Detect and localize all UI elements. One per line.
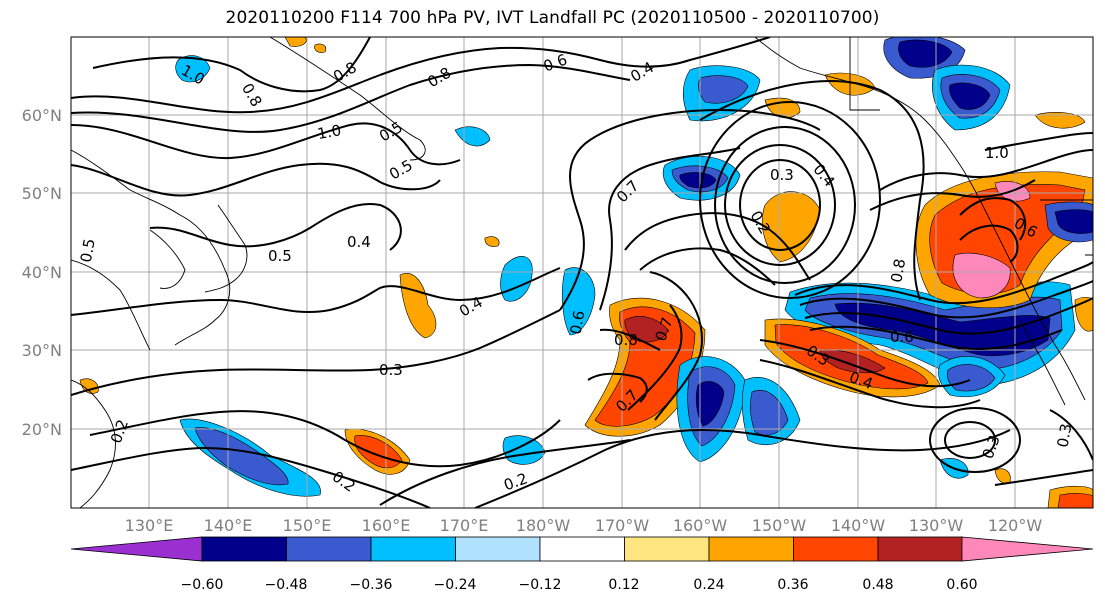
lon-label: 150°E xyxy=(283,516,332,535)
lon-label: 140°W xyxy=(831,516,886,535)
positive-low-center xyxy=(762,191,821,263)
colorbar-segment xyxy=(624,536,710,562)
contour-label: 1.0 xyxy=(316,121,343,143)
positive-ne-blob-pink xyxy=(952,252,1011,299)
lon-label: 180°W xyxy=(516,516,571,535)
positive-subtropical-wave-inner xyxy=(594,306,696,427)
negative-hawaii-core xyxy=(695,381,725,427)
colorbar-segment xyxy=(70,536,203,562)
contour-label: 0.3 xyxy=(1054,422,1076,449)
negative-gulf-core xyxy=(949,82,991,110)
coast-alaska-box xyxy=(849,37,1093,256)
coast-japan xyxy=(204,204,248,293)
lon-label: 130°W xyxy=(909,516,964,535)
colorbar-tick-label: −0.12 xyxy=(519,577,562,593)
colorbar-segment xyxy=(877,536,963,562)
colorbar-segment xyxy=(370,536,456,562)
lon-label: 150°W xyxy=(752,516,807,535)
colorbar-segment xyxy=(708,536,794,562)
colorbar-segment xyxy=(539,536,625,562)
contour-label: 0.6 xyxy=(890,328,914,346)
map-frame xyxy=(70,36,1094,509)
colorbar-labels: −0.60 −0.48 −0.36 −0.24 −0.12 0.12 0.24 … xyxy=(181,577,978,593)
contour-label: 0.4 xyxy=(347,233,371,251)
contour-label: 0.6 xyxy=(567,309,589,336)
negative-bering-inner xyxy=(698,75,749,104)
colorbar xyxy=(70,536,1094,562)
lon-label: 140°E xyxy=(204,516,253,535)
negative-alaska-core xyxy=(898,39,953,68)
colorbar-tick-label: −0.60 xyxy=(181,577,224,593)
negative-west-sub-inner xyxy=(194,427,289,486)
lon-label: 160°E xyxy=(362,516,411,535)
positive-nw-small xyxy=(484,236,500,247)
positive-se-corner-inner xyxy=(1057,493,1093,508)
colorbar-tick-label: 0.36 xyxy=(777,577,808,593)
map-plot-area: 1.0 0.8 0.6 0.8 0.4 1.0 0.5 0.5 0.8 0.4 … xyxy=(71,37,1093,508)
positive-se-alaska xyxy=(1034,112,1086,129)
lon-label: 170°E xyxy=(440,516,489,535)
positive-east-right xyxy=(1074,296,1093,332)
colorbar-tick-label: 0.48 xyxy=(862,577,893,593)
negative-central-north-core xyxy=(679,172,717,189)
colorbar-segment xyxy=(286,536,372,562)
colorbar-segment xyxy=(201,536,287,562)
pv-contours xyxy=(71,37,1093,508)
contour-label: 0.8 xyxy=(887,257,909,284)
positive-subtropical-east-core xyxy=(819,349,886,374)
colorbar-segment xyxy=(793,536,879,562)
lat-label: 50°N xyxy=(22,184,62,203)
coast-asia xyxy=(71,149,231,508)
coast-korea xyxy=(149,229,186,289)
colorbar-tick-label: −0.48 xyxy=(265,577,308,593)
colorbar-tick-label: 0.24 xyxy=(693,577,724,593)
colorbar-tick-label: 0.12 xyxy=(608,577,639,593)
negative-far-ne-core xyxy=(1054,209,1093,234)
negative-dateline-2 xyxy=(561,267,596,336)
colorbar-segment xyxy=(455,536,541,562)
lon-label: 160°W xyxy=(673,516,728,535)
longitude-labels: 130°E 140°E 150°E 160°E 170°E 180°W 170°… xyxy=(125,516,1043,535)
coast-kamchatka xyxy=(269,37,426,161)
map-title: 2020110200 F114 700 hPa PV, IVT Landfall… xyxy=(225,8,880,28)
coastlines xyxy=(71,37,1093,508)
lon-label: 120°W xyxy=(988,516,1043,535)
coast-alaska xyxy=(754,37,961,166)
negative-mid-sub xyxy=(502,435,546,465)
coast-na xyxy=(959,164,1086,401)
contour-label: 0.5 xyxy=(77,237,99,264)
colorbar-tick-label: 0.60 xyxy=(946,577,977,593)
contour-label: 0.3 xyxy=(770,166,794,184)
colorbar-segment xyxy=(961,536,1094,562)
coast-baja xyxy=(1019,319,1066,406)
contour-label: 0.8 xyxy=(614,331,638,349)
contour-label: 0.3 xyxy=(379,361,403,379)
positive-subtropical-wave-core xyxy=(624,316,669,343)
latitude-labels: 60°N 50°N 40°N 30°N 20°N xyxy=(22,106,62,439)
lon-label: 170°W xyxy=(595,516,650,535)
lat-label: 20°N xyxy=(22,420,62,439)
lat-label: 40°N xyxy=(22,263,62,282)
lat-label: 60°N xyxy=(22,106,62,125)
lon-label: 130°E xyxy=(125,516,174,535)
positive-west-north-2 xyxy=(314,43,327,53)
colorbar-tick-label: −0.36 xyxy=(350,577,393,593)
colorbar-tick-label: −0.24 xyxy=(434,577,477,593)
lat-label: 30°N xyxy=(22,341,62,360)
contour-label: 1.0 xyxy=(985,144,1009,162)
contour-label: 0.5 xyxy=(268,247,292,265)
positive-far-west xyxy=(79,378,99,394)
negative-west-north xyxy=(175,55,211,83)
